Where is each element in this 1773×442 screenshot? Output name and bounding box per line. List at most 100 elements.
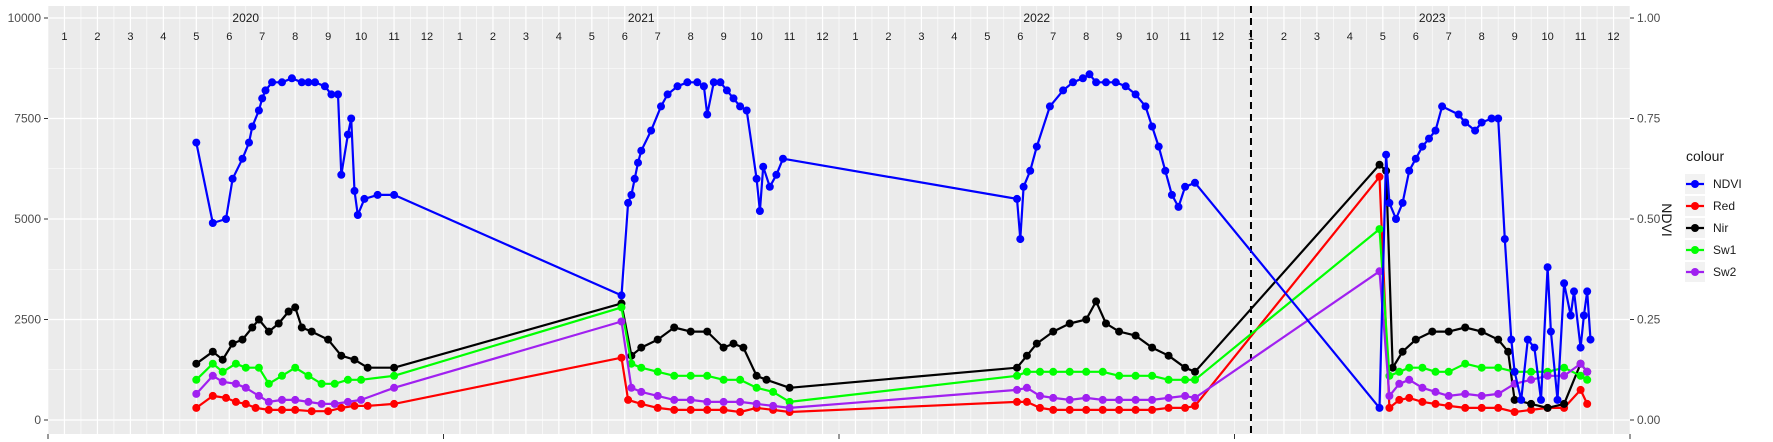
month-label: 3 <box>1314 31 1320 43</box>
series-nir <box>192 160 1592 412</box>
data-point-red <box>1131 405 1140 414</box>
data-point-sw2 <box>1543 371 1552 380</box>
data-point-ndvi <box>347 114 356 123</box>
data-point-red <box>1583 399 1592 408</box>
data-point-nir <box>752 371 761 380</box>
legend-label: NDVI <box>1713 177 1742 191</box>
data-point-ndvi <box>1553 395 1562 404</box>
data-point-ndvi <box>647 126 656 135</box>
data-point-ndvi <box>350 186 359 195</box>
data-point-sw2 <box>736 397 745 406</box>
data-point-ndvi <box>729 94 738 103</box>
data-point-red <box>1036 403 1044 412</box>
data-point-ndvi <box>1161 166 1170 175</box>
data-point-nir <box>284 307 293 316</box>
data-point-sw2 <box>1164 393 1173 402</box>
data-point-sw1 <box>218 367 227 376</box>
right-axis-label: 1.00 <box>1637 11 1661 25</box>
series-sw2 <box>192 267 1592 412</box>
month-label: 7 <box>1446 31 1452 43</box>
data-point-ndvi <box>752 174 761 183</box>
month-label: 7 <box>1050 31 1056 43</box>
data-point-sw2 <box>769 401 778 410</box>
right-axis-label: 0.75 <box>1637 112 1661 126</box>
data-point-nir <box>739 343 748 352</box>
data-point-sw2 <box>1560 371 1569 380</box>
right-axis-label: 0.25 <box>1637 313 1661 327</box>
data-point-nir <box>1375 160 1384 169</box>
data-point-sw2 <box>1049 393 1058 402</box>
data-point-ndvi <box>1019 182 1028 191</box>
year-label: 2023 <box>1419 11 1446 25</box>
month-label: 1 <box>457 31 463 43</box>
left-axis-label: 10000 <box>8 11 42 25</box>
data-point-sw1 <box>752 383 761 392</box>
month-label: 1 <box>61 31 67 43</box>
data-point-ndvi <box>699 82 708 91</box>
data-point-sw1 <box>304 371 313 380</box>
data-point-ndvi <box>1546 327 1555 336</box>
data-point-sw1 <box>1036 367 1044 376</box>
month-label: 12 <box>816 31 828 43</box>
month-label: 10 <box>750 31 762 43</box>
data-point-nir <box>1013 363 1021 372</box>
data-point-nir <box>1428 327 1437 336</box>
data-point-ndvi <box>637 146 646 155</box>
year-label: 2020 <box>232 11 259 25</box>
month-label: 7 <box>259 31 265 43</box>
data-point-sw2 <box>1418 383 1427 392</box>
data-point-sw2 <box>1461 389 1470 398</box>
data-point-sw1 <box>1576 371 1585 380</box>
data-point-ndvi <box>1530 343 1539 352</box>
data-point-nir <box>218 355 227 364</box>
data-point-sw1 <box>785 397 794 406</box>
data-point-ndvi <box>1141 102 1150 111</box>
data-point-ndvi <box>1069 78 1077 87</box>
data-point-ndvi <box>1523 335 1532 344</box>
series-red <box>192 172 1592 416</box>
right-axis-label: 0.50 <box>1637 212 1661 226</box>
data-point-sw2 <box>1013 385 1021 394</box>
legend-item-sw1: Sw1 <box>1685 240 1737 260</box>
data-point-nir <box>1032 339 1041 348</box>
data-point-ndvi <box>1385 198 1394 207</box>
data-point-red <box>719 405 728 414</box>
data-point-nir <box>228 339 237 348</box>
month-label: 2 <box>885 31 891 43</box>
data-point-ndvi <box>1566 311 1575 320</box>
data-point-sw2 <box>1191 393 1199 402</box>
data-point-ndvi <box>1167 190 1176 199</box>
year-label: 2022 <box>1023 11 1050 25</box>
data-point-ndvi <box>772 170 781 179</box>
data-point-red <box>1510 408 1519 416</box>
data-point-sw2 <box>670 395 679 404</box>
month-label: 11 <box>1575 31 1586 43</box>
data-point-ndvi <box>1418 142 1427 151</box>
data-point-ndvi <box>657 102 665 111</box>
month-label: 6 <box>226 31 232 43</box>
data-point-ndvi <box>1121 82 1130 91</box>
data-point-ndvi <box>311 78 319 87</box>
data-point-nir <box>248 323 257 332</box>
data-point-ndvi <box>1092 78 1101 87</box>
data-point-sw2 <box>1477 391 1486 400</box>
month-label: 12 <box>1607 31 1619 43</box>
data-point-ndvi <box>1471 126 1480 135</box>
data-point-nir <box>324 335 333 344</box>
data-point-sw2 <box>1385 391 1394 400</box>
legend-key-point <box>1691 180 1699 188</box>
data-point-ndvi <box>1111 78 1120 87</box>
data-point-sw1 <box>254 363 263 372</box>
legend-label: Nir <box>1713 221 1728 235</box>
data-point-ndvi <box>1398 198 1407 207</box>
data-point-sw1 <box>1191 375 1199 384</box>
data-point-nir <box>1065 319 1074 328</box>
data-point-sw2 <box>1431 387 1440 396</box>
data-point-sw1 <box>1444 367 1453 376</box>
legend-key-point <box>1691 268 1699 276</box>
data-point-ndvi <box>297 78 306 87</box>
data-point-ndvi <box>353 211 362 219</box>
data-point-red <box>670 405 679 414</box>
data-point-sw2 <box>1494 389 1503 398</box>
